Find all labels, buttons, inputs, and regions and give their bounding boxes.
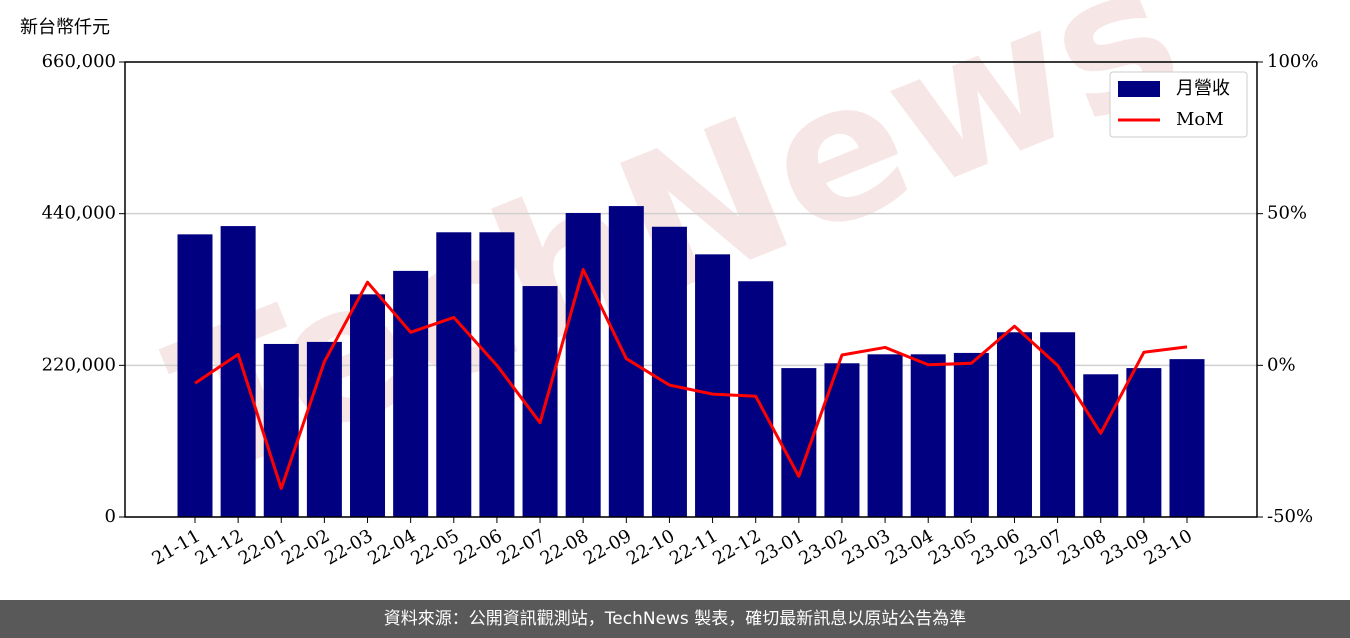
- bar: [1126, 368, 1162, 517]
- x-tick-label: 22-04: [364, 525, 419, 569]
- bar: [996, 332, 1032, 517]
- legend-label: MoM: [1176, 109, 1224, 130]
- bar: [479, 232, 515, 517]
- x-tick-label: 22-02: [278, 525, 333, 569]
- x-tick-label: 22-08: [537, 525, 592, 569]
- x-tick-label: 23-02: [796, 525, 851, 569]
- bar: [867, 354, 903, 517]
- line: [194, 267, 1188, 490]
- bar: [953, 352, 989, 517]
- bar: [910, 354, 946, 517]
- y-tick-label: 220,000: [42, 354, 116, 375]
- bar: [1169, 359, 1205, 517]
- y2-tick-label: 100%: [1267, 51, 1318, 72]
- x-tick-label: 23-07: [1011, 525, 1066, 569]
- bar: [220, 226, 256, 518]
- bar: [522, 286, 558, 517]
- plot-frame: [124, 61, 1258, 518]
- x-tick-label: 22-09: [580, 525, 635, 569]
- x-tick-label: 23-10: [1141, 525, 1196, 569]
- x-tick-label: 22-11: [666, 525, 721, 569]
- x-tick-label: 22-03: [321, 525, 376, 569]
- bar: [608, 206, 644, 518]
- bar: [306, 341, 342, 517]
- bar: [565, 212, 601, 517]
- x-tick-label: 22-10: [623, 525, 678, 569]
- x-tick-label: 23-09: [1097, 525, 1152, 569]
- x-tick-label: 23-03: [839, 525, 894, 569]
- bar: [263, 343, 299, 517]
- chart: 新台幣仟元 TechNews 0220,000440,000660,000-50…: [20, 0, 1318, 570]
- y-tick-label: 660,000: [42, 51, 116, 72]
- legend: 月營收 MoM: [1109, 71, 1248, 138]
- x-tick-label: 23-01: [752, 525, 807, 569]
- x-tick-label: 22-06: [450, 525, 505, 569]
- bar: [651, 226, 687, 518]
- legend-label: 月營收: [1176, 78, 1230, 99]
- y-axis-label: 新台幣仟元: [20, 17, 110, 38]
- y2-tick-label: 50%: [1267, 203, 1307, 224]
- x-tick-label: 21-12: [192, 525, 247, 569]
- y2-tick-label: 0%: [1267, 354, 1296, 375]
- bar: [695, 254, 731, 517]
- bar: [1083, 374, 1119, 517]
- bar: [350, 294, 386, 517]
- x-tick-label: 23-04: [882, 525, 937, 569]
- y2-tick-label: -50%: [1267, 506, 1313, 527]
- footer: 資料來源：公開資訊觀測站，TechNews 製表，確切最新訊息以原站公告為準: [0, 600, 1350, 638]
- x-tick-label: 22-01: [235, 525, 290, 569]
- x-tick-label: 23-06: [968, 525, 1023, 569]
- x-tick-label: 22-12: [709, 525, 764, 569]
- legend-swatch: [1118, 81, 1160, 97]
- x-tick-label: 22-05: [407, 525, 462, 569]
- bar: [393, 270, 429, 517]
- bar: [436, 232, 472, 517]
- x-tick-label: 22-07: [494, 525, 549, 569]
- x-tick-label: 23-08: [1054, 525, 1109, 569]
- x-tick-label: 23-05: [925, 525, 980, 569]
- bar: [1040, 332, 1076, 517]
- x-tick-label: 21-11: [149, 525, 204, 569]
- y-tick-label: 0: [105, 506, 116, 527]
- y-tick-label: 440,000: [42, 203, 116, 224]
